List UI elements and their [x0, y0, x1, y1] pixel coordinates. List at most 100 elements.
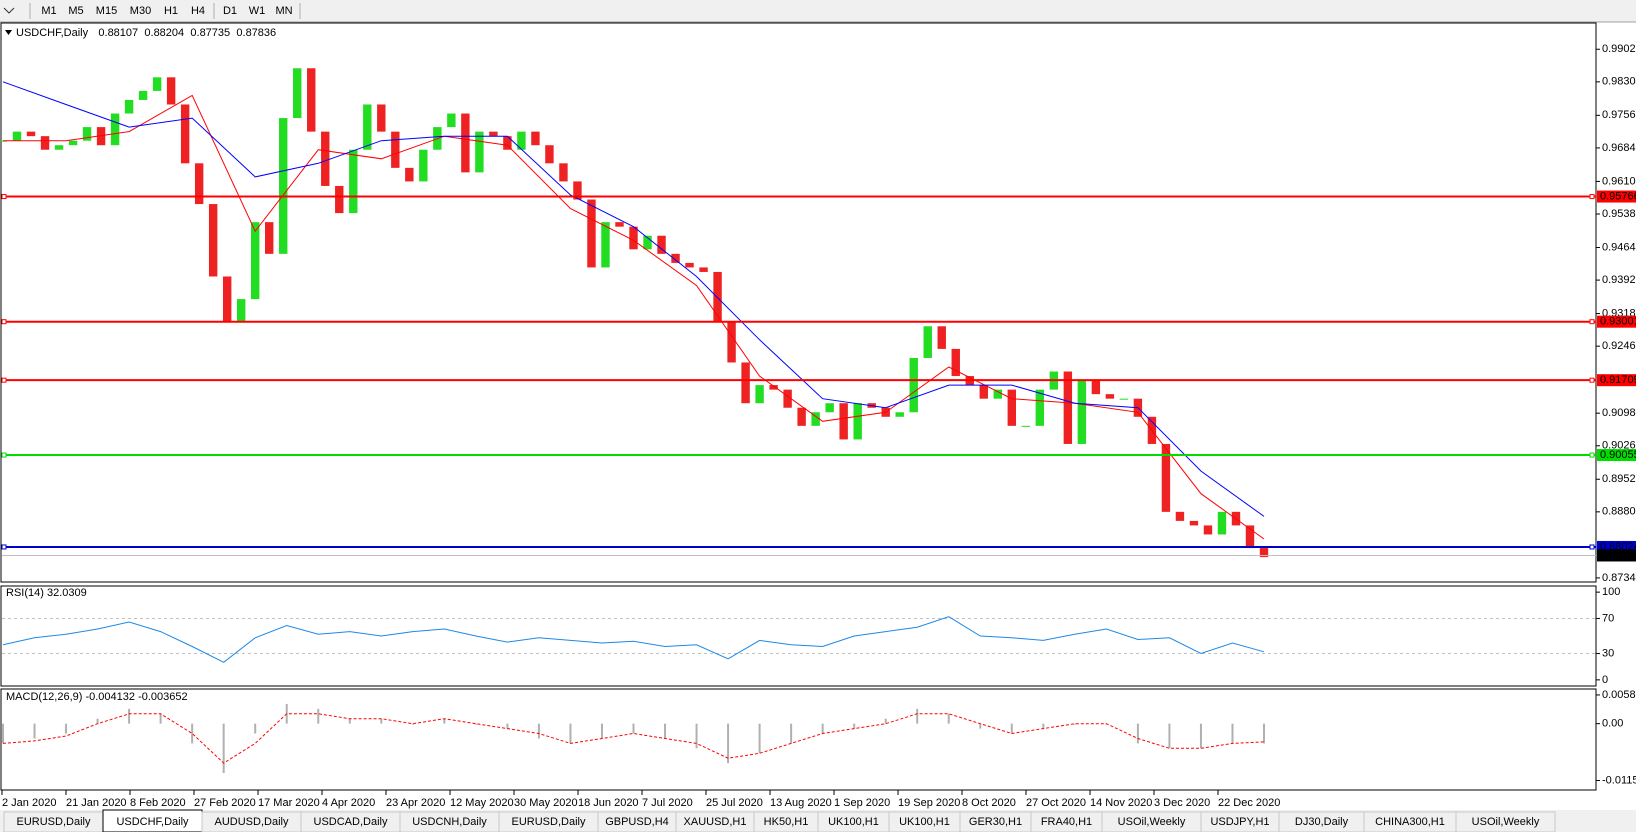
candle — [993, 389, 1002, 399]
level-tag-label: 0.91709 — [1600, 374, 1636, 386]
macd-tick-label: 0.005818 — [1602, 689, 1636, 701]
tab-label[interactable]: USDJPY,H1 — [1210, 816, 1269, 828]
main-panel — [0, 22, 1597, 583]
timeframe-button[interactable] — [63, 2, 89, 20]
candle — [335, 185, 344, 214]
tab-label[interactable]: USDCHF,Daily — [116, 816, 189, 828]
date-label: 7 Jul 2020 — [642, 797, 693, 809]
candle — [250, 222, 260, 300]
tab-label[interactable]: UK100,H1 — [899, 816, 950, 828]
tab-label[interactable]: GER30,H1 — [969, 816, 1022, 828]
toolbar — [0, 0, 1636, 22]
date-label: 25 Jul 2020 — [706, 797, 763, 809]
candle — [377, 104, 386, 132]
rsi-line — [2, 616, 1265, 663]
tab-label[interactable]: HK50,H1 — [764, 816, 809, 828]
macd-bar — [159, 713, 162, 724]
date-label: 3 Dec 2020 — [1154, 797, 1210, 809]
timeframe-label[interactable]: H4 — [191, 5, 205, 17]
candle — [461, 113, 470, 173]
macd-bar — [727, 723, 730, 764]
candle — [1077, 380, 1087, 444]
macd-bar — [1199, 723, 1202, 749]
timeframe-label[interactable]: M5 — [68, 5, 83, 17]
macd-panel — [0, 688, 1597, 791]
timeframe-button[interactable] — [158, 2, 184, 20]
tab-label[interactable]: USDCAD,Daily — [314, 816, 388, 828]
level-tag-label: 0.95766 — [1600, 190, 1636, 202]
tab-label[interactable]: GBPUSD,H4 — [605, 816, 669, 828]
candle — [1189, 520, 1199, 526]
level-handle — [1, 377, 7, 383]
tab-label[interactable]: UK100,H1 — [828, 816, 879, 828]
date-label: 23 Apr 2020 — [386, 797, 445, 809]
timeframe-button[interactable] — [90, 2, 123, 20]
tab-label[interactable]: FRA40,H1 — [1041, 816, 1092, 828]
candle — [699, 267, 708, 272]
candle — [419, 149, 428, 182]
timeframe-button[interactable] — [217, 2, 243, 20]
date-label: 4 Apr 2020 — [322, 797, 375, 809]
candle — [152, 77, 162, 91]
candle — [545, 145, 554, 164]
timeframe-label[interactable]: M1 — [41, 5, 56, 17]
candle — [951, 348, 960, 377]
timeframe-button[interactable] — [124, 2, 157, 20]
candle — [811, 412, 820, 426]
date-label: 14 Nov 2020 — [1090, 797, 1152, 809]
candle — [1119, 398, 1129, 400]
candle — [1021, 425, 1031, 427]
candle — [447, 113, 456, 128]
candle — [531, 131, 540, 146]
timeframe-label[interactable]: W1 — [249, 5, 266, 17]
tab-label[interactable]: XAUUSD,H1 — [684, 816, 747, 828]
candle — [937, 326, 946, 349]
macd-bar — [222, 723, 225, 774]
candle — [307, 68, 316, 132]
timeframe-label[interactable]: D1 — [223, 5, 237, 17]
timeframe-button[interactable] — [244, 2, 270, 20]
tab-label[interactable]: USOil,Weekly — [1472, 816, 1540, 828]
candle — [236, 299, 246, 322]
candle — [559, 163, 568, 182]
tab[interactable] — [1455, 811, 1556, 832]
macd-bar — [821, 723, 824, 734]
timeframe-label[interactable]: MN — [275, 5, 292, 17]
timeframe-button[interactable] — [36, 2, 62, 20]
candle — [166, 77, 176, 105]
candle — [643, 235, 652, 250]
candle — [180, 104, 190, 164]
timeframe-button[interactable] — [185, 2, 211, 20]
level-handle — [1589, 544, 1595, 550]
timeframe-label[interactable]: M15 — [96, 5, 117, 17]
tab-label[interactable]: AUDUSD,Daily — [215, 816, 289, 828]
timeframe-button[interactable] — [271, 2, 297, 20]
macd-bar — [947, 713, 950, 724]
candle — [110, 113, 120, 146]
level-tag-label: 0.87836 — [1600, 549, 1636, 561]
collapse-icon[interactable] — [5, 30, 12, 35]
candle — [923, 326, 932, 358]
level-tag — [1597, 315, 1636, 328]
tab-label[interactable]: USDCNH,Daily — [412, 816, 487, 828]
candle — [349, 149, 358, 214]
tab-label[interactable]: EURUSD,Daily — [17, 816, 91, 828]
tab-label[interactable]: DJ30,Daily — [1295, 816, 1349, 828]
toolbar-icon[interactable] — [3, 7, 15, 14]
level-tag-label: 0.93001 — [1600, 316, 1636, 328]
macd-signal — [2, 713, 1265, 764]
tab-label[interactable]: CHINA300,H1 — [1375, 816, 1445, 828]
tab-label[interactable]: EURUSD,Daily — [512, 816, 586, 828]
date-label: 22 Dec 2020 — [1218, 797, 1280, 809]
candle — [40, 136, 50, 150]
candle — [853, 403, 862, 440]
candle — [1245, 525, 1255, 549]
timeframe-label[interactable]: H1 — [164, 5, 178, 17]
tab-label[interactable]: USOil,Weekly — [1118, 816, 1186, 828]
timeframe-label[interactable]: M30 — [130, 5, 151, 17]
candle — [517, 131, 526, 150]
candle — [1035, 389, 1045, 426]
level-handle — [1, 544, 7, 550]
